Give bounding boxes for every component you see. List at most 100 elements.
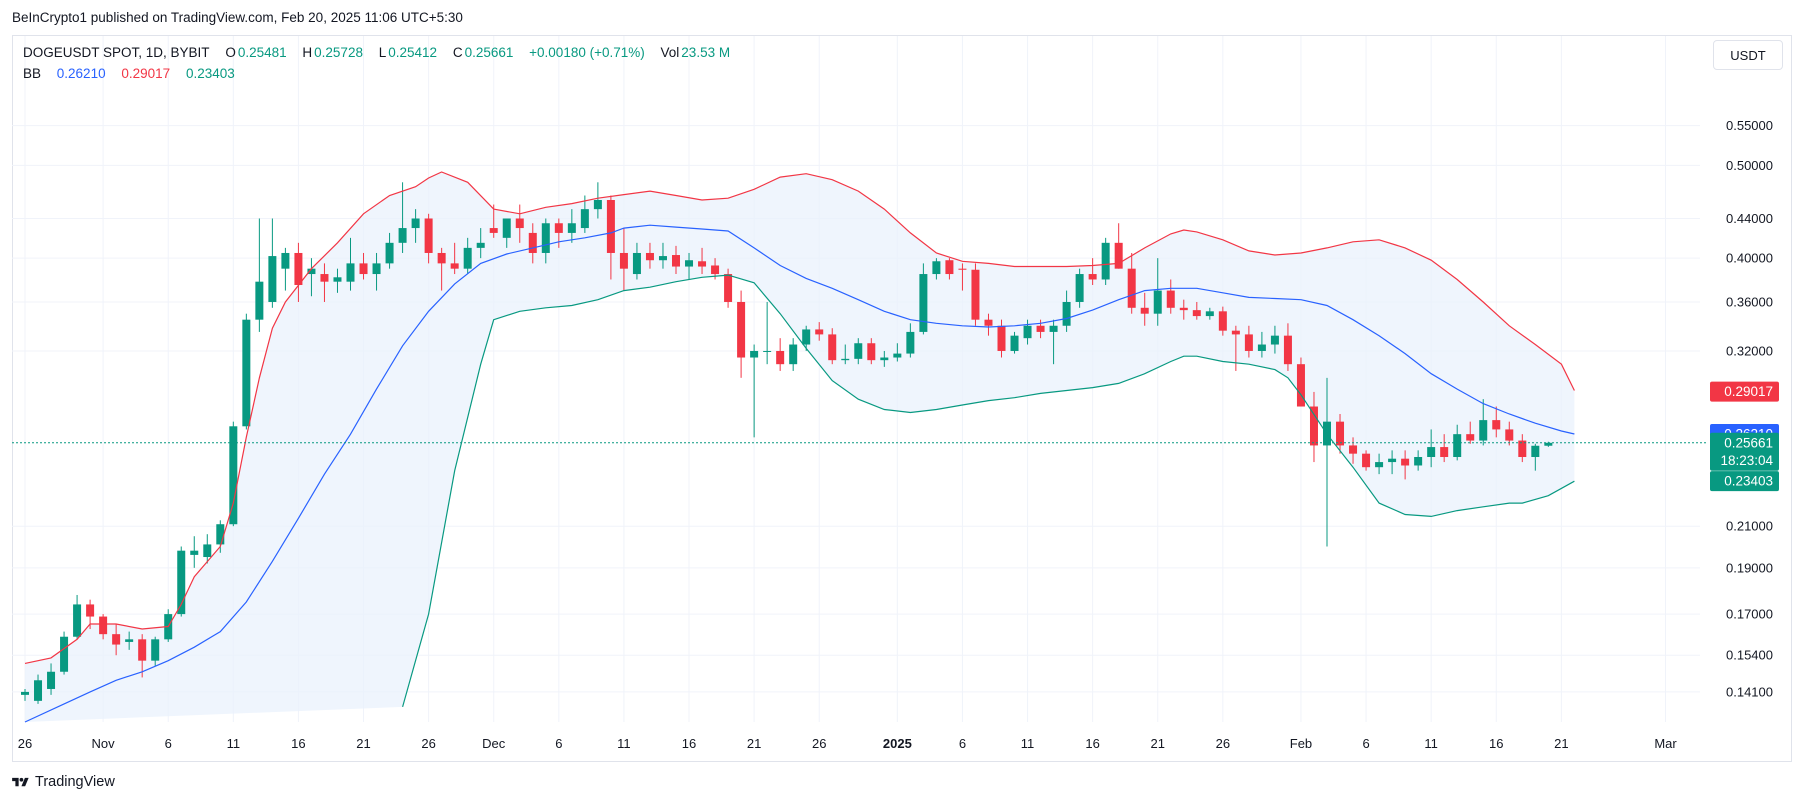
candle [1010,331,1019,354]
candle [1101,237,1110,285]
candle-body [138,639,147,661]
candle [489,204,498,238]
candle [333,268,342,293]
candle-body [1401,458,1410,466]
candle-body [60,636,69,672]
candle-body [242,319,251,427]
candle [203,534,212,564]
x-tick-label: 26 [1216,736,1230,751]
currency-button[interactable]: USDT [1713,40,1783,70]
y-tick-label: 0.19000 [1726,560,1773,575]
candle [1049,319,1058,365]
candle-body [1101,242,1110,280]
volume-label: Vol [660,45,680,60]
candle-body [567,223,576,233]
candle-body [645,252,654,261]
tradingview-brand[interactable]: TradingView [12,774,115,790]
candle [346,237,355,291]
last-price-tag-bg [1710,432,1779,471]
candle-body [1205,311,1214,317]
candle [971,263,980,326]
candle [255,218,264,332]
candle [919,263,928,335]
candle [125,631,134,650]
candle-body [1192,310,1201,317]
candle [841,344,850,365]
candle-body [606,200,615,253]
candle-body [47,671,56,689]
candle [398,182,407,253]
candle-body [685,260,694,267]
x-tick-label: Dec [482,736,506,751]
candle [1518,434,1527,463]
candle [1023,319,1032,345]
x-tick-label: 16 [682,736,696,751]
candle-body [1062,301,1071,326]
x-tick-label: Nov [92,736,116,751]
candle-body [21,691,29,695]
x-tick-label: 11 [227,736,241,751]
candle [828,328,837,365]
candle [424,213,433,264]
candle-body [125,639,134,642]
candle-body [1049,325,1058,332]
low-label: L [378,45,387,60]
candle-body [1479,420,1488,441]
candle [658,242,667,269]
x-tick-label: 6 [555,736,562,751]
candles [21,182,1553,704]
high-value: 0.25728 [314,45,363,60]
bb-basis-value: 0.26210 [56,66,106,81]
candle [372,252,381,291]
candle-body [528,232,537,253]
candle [437,247,446,291]
brand-name: TradingView [35,774,115,790]
bb-band-fill [25,172,1575,722]
volume-value: 23.53 M [681,45,731,60]
high-label: H [302,45,313,60]
y-tick-label: 0.50000 [1726,158,1773,173]
candle-body [724,274,733,302]
bb-label[interactable]: BB [23,66,42,81]
candle [1309,391,1318,463]
candle-body [1466,434,1475,441]
candle-body [203,544,212,558]
x-tick-label: 26 [18,736,32,751]
candle-body [1283,335,1292,365]
x-tick-label: 6 [959,736,966,751]
candle-body [1492,420,1501,430]
candle-body [828,334,837,361]
symbol-label[interactable]: DOGEUSDT SPOT, 1D, BYBIT [23,45,210,60]
candle [1075,268,1084,308]
price-tag: 0.25661 18:23:04 [1710,432,1779,471]
price-tag-text: 0.29017 [1724,384,1773,399]
candle-body [151,639,160,661]
x-axis-ticks: 26 Nov 6 11 16 21 26 Dec 6 11 16 21 26 2025 6 11 16 21 26 F… [18,736,1678,751]
candle [502,218,511,248]
price-tag-text: 0.23403 [1724,474,1773,489]
candle [1296,357,1305,407]
candle [1375,453,1384,475]
x-tick-label: 16 [1489,736,1503,751]
candle [177,546,186,617]
candle-body [86,604,95,617]
x-tick-label: 26 [421,736,435,751]
candle-body [984,319,993,326]
candle [984,313,993,336]
candle-body [489,228,498,233]
x-tick-label: 21 [747,736,761,751]
candle [47,663,56,695]
x-tick-label: 11 [1424,736,1438,751]
candle [1336,414,1345,454]
candle-body [1414,457,1423,466]
candle-body [190,550,199,555]
candle-body [580,209,589,229]
candle [802,325,811,351]
candle [151,636,160,667]
candle-body [1153,290,1162,314]
candle [593,182,602,219]
candle [763,301,772,365]
candle-body [1544,442,1553,446]
candle-body [632,252,641,275]
